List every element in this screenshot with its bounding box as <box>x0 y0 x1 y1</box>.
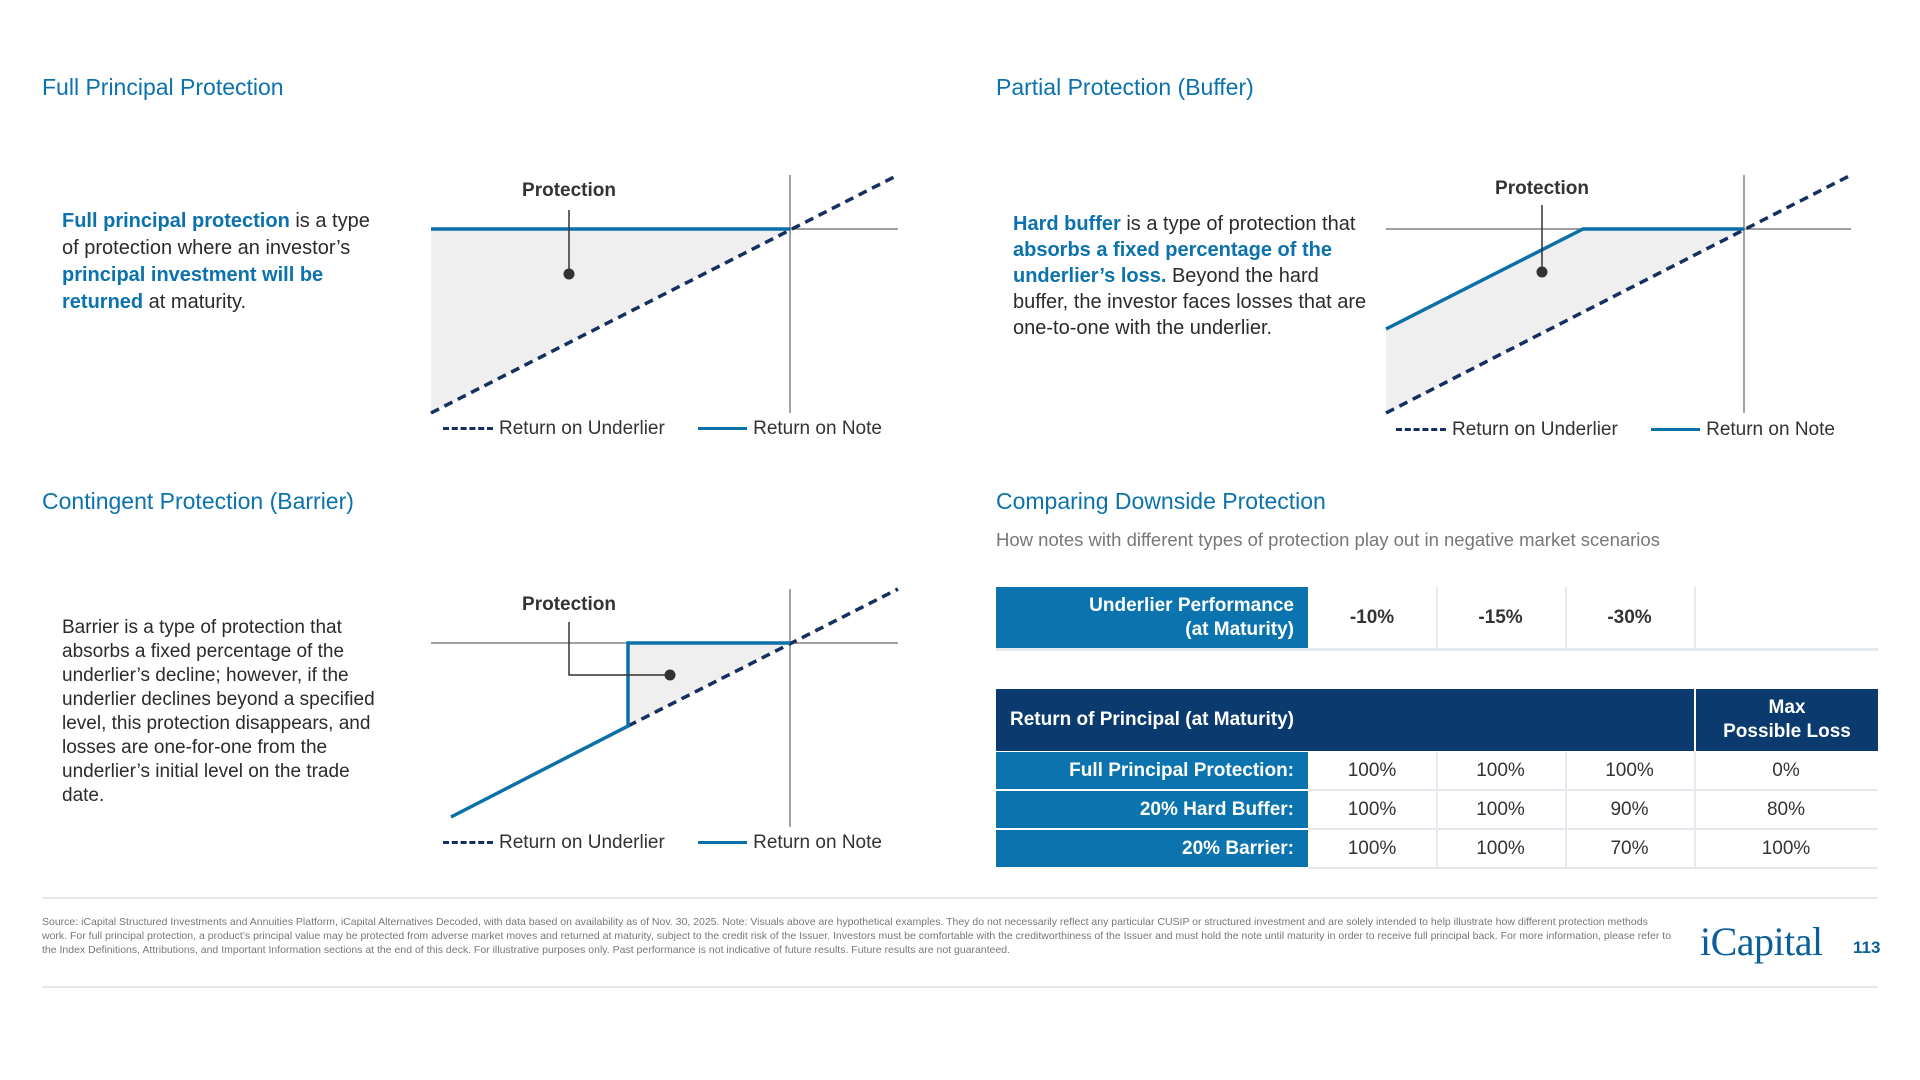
header-line: Max <box>1768 697 1806 718</box>
note-return-line <box>450 641 790 819</box>
emphasis-text: Hard buffer <box>1013 213 1121 235</box>
full-description: Full principal protection is a type of p… <box>62 208 392 316</box>
scenario-cell: -30% <box>1607 606 1652 628</box>
column-divider <box>1436 752 1438 869</box>
header-line: (at Maturity) <box>1185 618 1294 640</box>
emphasis-text: principal investment will be returned <box>62 264 324 313</box>
footer-divider-top <box>42 897 1878 899</box>
value-cell: 100% <box>1605 759 1654 781</box>
footer-disclaimer: Source: iCapital Structured Investments … <box>42 916 1672 956</box>
body-text: Beyond the hard buffer, the investor fac… <box>1013 265 1367 339</box>
body-text: Barrier is a type of protection that abs… <box>62 617 375 806</box>
column-divider <box>1436 587 1438 648</box>
protection-label: Protection <box>522 180 616 201</box>
section-title-buffer: Partial Protection (Buffer) <box>996 74 1254 100</box>
solid-line-icon <box>1651 428 1701 432</box>
solid-line-icon <box>698 841 748 845</box>
section-title-full: Full Principal Protection <box>42 74 284 100</box>
legend-full: Return on Underlier Return on Note <box>443 418 882 440</box>
dashed-line-icon <box>443 427 493 431</box>
legend-note: Return on Note <box>753 832 882 853</box>
value-cell: 100% <box>1476 759 1525 781</box>
emphasis-text: Full principal protection <box>62 210 290 232</box>
buffer-chart: Protection <box>1385 173 1852 415</box>
value-cell: 100% <box>1476 798 1525 820</box>
dashed-line-icon <box>443 841 493 845</box>
value-cell: 70% <box>1610 837 1649 859</box>
row-divider <box>1308 867 1878 869</box>
legend-buffer: Return on Underlier Return on Note <box>1396 419 1835 441</box>
column-divider <box>1694 752 1696 869</box>
buffer-description: Hard buffer is a type of protection that… <box>1013 211 1378 341</box>
underlier-performance-header: Underlier Performance (at Maturity) <box>996 587 1308 648</box>
barrier-description: Barrier is a type of protection that abs… <box>62 616 392 808</box>
body-text: is a type of protection where an investo… <box>62 210 370 259</box>
value-cell: 90% <box>1610 798 1649 820</box>
row-label: 20% Hard Buffer: <box>996 791 1308 828</box>
protection-pointer <box>568 622 670 676</box>
value-cell: 100% <box>1476 837 1525 859</box>
scenario-cell: -15% <box>1478 606 1523 628</box>
legend-note: Return on Note <box>753 418 882 439</box>
header-line: Possible Loss <box>1723 721 1851 742</box>
protection-label: Protection <box>522 594 616 615</box>
comparison-subtitle: How notes with different types of protec… <box>996 529 1660 550</box>
underlier-return-line <box>430 173 899 415</box>
legend-underlier: Return on Underlier <box>499 832 665 853</box>
emphasis-text: absorbs a fixed percentage of the underl… <box>1013 239 1332 287</box>
footer-divider-bottom <box>42 986 1878 988</box>
dashed-line-icon <box>1396 428 1446 432</box>
row-divider <box>1308 828 1878 830</box>
max-loss-cell: 0% <box>1772 759 1800 781</box>
row-label: Full Principal Protection: <box>996 752 1308 789</box>
protection-label: Protection <box>1495 178 1589 199</box>
underlier-return-line <box>627 587 899 728</box>
legend-barrier: Return on Underlier Return on Note <box>443 832 882 854</box>
icapital-logo: iCapital <box>1700 919 1823 964</box>
max-loss-cell: 100% <box>1761 837 1811 859</box>
protection-dot <box>664 669 676 681</box>
underlier-return-line <box>1385 173 1852 415</box>
value-cell: 100% <box>1347 837 1397 859</box>
return-of-principal-header: Return of Principal (at Maturity) <box>996 689 1694 751</box>
section-title-comparison: Comparing Downside Protection <box>996 488 1326 514</box>
body-text: at maturity. <box>143 291 247 313</box>
scenario-cell: -10% <box>1349 606 1395 628</box>
row-label: 20% Barrier: <box>996 830 1308 867</box>
column-divider <box>1694 587 1696 648</box>
max-loss-header: Max Possible Loss <box>1696 689 1878 751</box>
solid-line-icon <box>698 427 748 431</box>
body-text: is a type of protection that <box>1120 213 1356 235</box>
barrier-chart: Protection <box>431 587 899 827</box>
section-title-barrier: Contingent Protection (Barrier) <box>42 488 354 514</box>
legend-note: Return on Note <box>1706 419 1835 440</box>
note-return-line <box>1385 227 1744 331</box>
value-cell: 100% <box>1347 798 1397 820</box>
protection-dot <box>563 268 575 280</box>
column-divider <box>1565 752 1567 869</box>
legend-underlier: Return on Underlier <box>499 418 665 439</box>
full-protection-chart: Protection <box>430 173 899 415</box>
legend-underlier: Return on Underlier <box>1452 419 1618 440</box>
header-line: Underlier Performance <box>1089 594 1294 616</box>
protection-dot <box>1536 266 1548 278</box>
row-divider <box>996 648 1878 651</box>
value-cell: 100% <box>1347 759 1397 781</box>
max-loss-cell: 80% <box>1766 798 1806 820</box>
row-divider <box>1308 789 1878 791</box>
column-divider <box>1565 587 1567 648</box>
page-number: 113 <box>1853 938 1881 957</box>
